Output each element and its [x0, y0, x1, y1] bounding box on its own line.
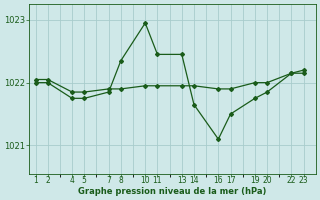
X-axis label: Graphe pression niveau de la mer (hPa): Graphe pression niveau de la mer (hPa) — [78, 187, 267, 196]
